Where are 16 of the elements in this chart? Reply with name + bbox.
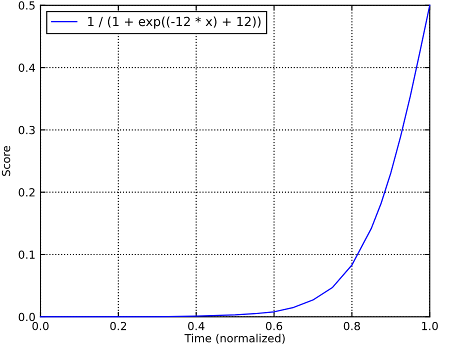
y-tick-label: 0.4	[18, 64, 36, 72]
x-tick-label: 0.0	[32, 322, 49, 330]
y-tick-label: 0.0	[18, 312, 35, 322]
y-tick-label: 0.2	[18, 188, 35, 197]
y-tick-label: 0.1	[18, 250, 35, 259]
x-tick-label: 0.6	[266, 322, 282, 330]
x-tick-label: 0.8	[344, 322, 360, 330]
line-series	[40, 4, 430, 318]
legend-label: 1 / (1 + exp((-12 * x) + 12))	[88, 16, 261, 29]
y-tick-label: 0.5	[18, 1, 35, 10]
x-tick-label: 0.2	[110, 322, 126, 330]
y-tick-label: 0.3	[18, 126, 35, 134]
x-axis-title: Time (normalized)	[184, 334, 285, 344]
x-tick-label: 0.4	[188, 322, 204, 330]
x-tick-label: 1.0	[422, 322, 438, 330]
y-axis-title: Score	[2, 146, 10, 176]
